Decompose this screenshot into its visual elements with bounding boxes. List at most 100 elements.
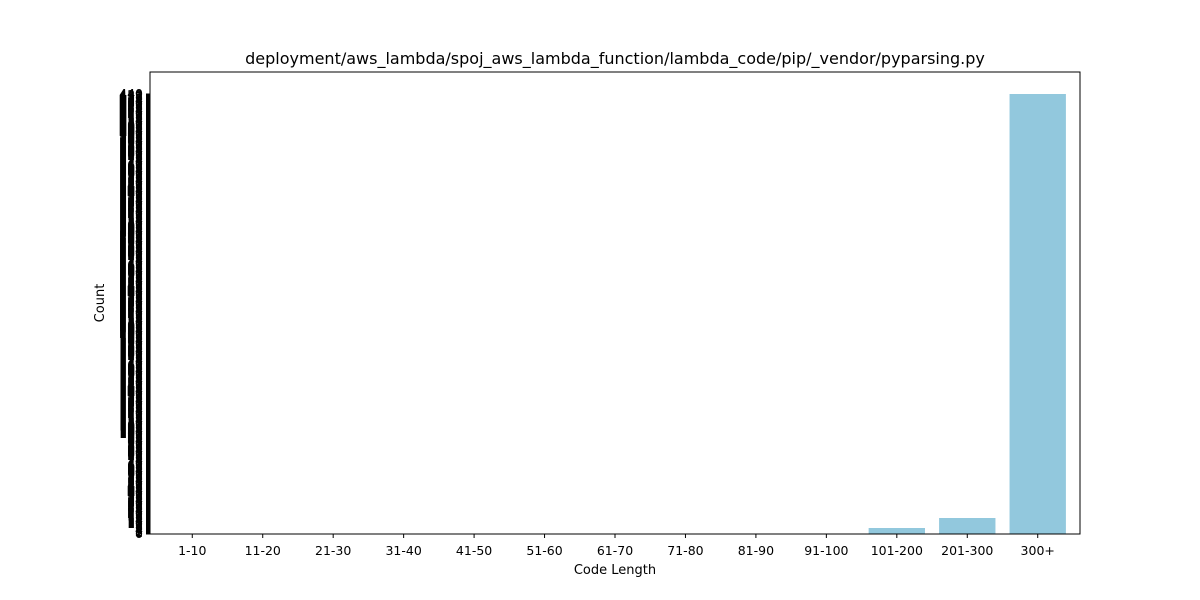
y-tick-label: 251: [119, 275, 143, 290]
y-tick-label: 69: [127, 457, 143, 472]
y-tick-label: 322: [119, 204, 143, 219]
y-tick-label: 416: [119, 110, 143, 125]
y-tick-label: 277: [119, 249, 143, 264]
y-tick-label: 183: [119, 343, 143, 358]
y-tick-label: 378: [119, 148, 143, 163]
y-tick-label: 128: [119, 398, 143, 413]
y-tick-label: 138: [119, 388, 143, 403]
y-tick-label: 414: [119, 112, 143, 127]
y-tick-label: 162: [119, 364, 143, 379]
y-tick-label: 356: [119, 170, 143, 185]
y-tick-label: 435: [119, 91, 143, 106]
y-tick-label: 431: [119, 95, 143, 110]
y-tick-label: 95: [127, 431, 143, 446]
y-tick-label: 420: [119, 106, 143, 121]
y-tick-label: 67: [127, 459, 143, 474]
y-tick-label: 132: [119, 394, 143, 409]
y-tick-label: 349: [119, 177, 143, 192]
y-tick-label: 20: [127, 506, 143, 521]
y-tick-label: 221: [119, 305, 143, 320]
y-tick-label: 81: [127, 445, 143, 460]
y-tick-label: 358: [119, 168, 143, 183]
y-tick-label: 181: [119, 345, 143, 360]
y-tick-label: 210: [119, 316, 143, 331]
y-tick-label: 60: [127, 466, 143, 481]
y-tick-label: 297: [119, 229, 143, 244]
y-tick-label: 53: [127, 473, 143, 488]
y-tick-label: 263: [119, 263, 143, 278]
y-tick-label: 26: [127, 500, 143, 515]
y-tick-label: 118: [119, 408, 143, 423]
y-tick-label: 227: [119, 299, 143, 314]
y-tick-label: 134: [119, 392, 143, 407]
y-tick-label: 372: [119, 154, 143, 169]
y-tick-label: 438: [119, 88, 143, 103]
bar-300+: [1009, 94, 1066, 534]
y-tick-label: 403: [119, 123, 143, 138]
y-tick-label: 92: [127, 434, 143, 449]
y-tick-label: 180: [119, 346, 143, 361]
y-tick-label: 195: [119, 331, 143, 346]
y-tick-label: 199: [119, 327, 143, 342]
y-tick-label: 388: [119, 138, 143, 153]
y-tick-label: 303: [119, 223, 143, 238]
y-tick-label: 94: [127, 432, 143, 447]
y-tick-label: 292: [119, 234, 143, 249]
y-tick-label: 387: [119, 139, 143, 154]
y-tick-label: 6: [135, 520, 143, 535]
y-tick-label: 359: [119, 167, 143, 182]
y-tick-label: 285: [119, 241, 143, 256]
y-tick-label: 176: [119, 350, 143, 365]
y-tick-label: 218: [119, 308, 143, 323]
y-tick-label: 323: [119, 203, 143, 218]
y-tick-label: 380: [119, 146, 143, 161]
y-tick-label: 173: [119, 353, 143, 368]
y-tick-label: 223: [119, 303, 143, 318]
y-tick-label: 150: [119, 376, 143, 391]
y-tick-label: 207: [119, 319, 143, 334]
y-tick-label: 167: [119, 359, 143, 374]
y-tick-label: 160: [119, 366, 143, 381]
y-tick-label: 302: [119, 224, 143, 239]
y-tick-label: 114: [119, 412, 143, 427]
y-tick-label: 281: [119, 245, 143, 260]
y-tick-label: 55: [127, 471, 143, 486]
y-tick-label: 232: [119, 294, 143, 309]
y-tick-label: 122: [119, 404, 143, 419]
bar-101-200: [868, 528, 925, 534]
y-tick-label: 50: [127, 476, 143, 491]
y-tick-label: 366: [119, 160, 143, 175]
y-tick-label: 298: [119, 228, 143, 243]
y-tick-label: 151: [119, 375, 143, 390]
y-tick-label: 12: [127, 514, 143, 529]
y-tick-label: 280: [119, 246, 143, 261]
y-tick-label: 66: [127, 460, 143, 475]
y-tick-label: 391: [119, 135, 143, 150]
y-tick-label: 262: [119, 264, 143, 279]
y-tick-label: 83: [127, 443, 143, 458]
y-tick-label: 186: [119, 340, 143, 355]
y-tick-label: 340: [119, 186, 143, 201]
y-tick-label: 166: [119, 360, 143, 375]
y-tick-label: 331: [119, 195, 143, 210]
y-tick-label: 104: [119, 422, 143, 437]
y-tick-label: 131: [119, 395, 143, 410]
y-tick-label: 376: [119, 150, 143, 165]
y-tick-label: 216: [119, 310, 143, 325]
y-tick-label: 108: [119, 418, 143, 433]
y-tick-label: 49: [127, 477, 143, 492]
y-tick-label: 296: [119, 230, 143, 245]
y-tick-label: 252: [119, 274, 143, 289]
y-tick-label: 74: [127, 452, 143, 467]
y-tick-label: 309: [119, 217, 143, 232]
y-tick-label: 313: [119, 213, 143, 228]
y-tick-label: 276: [119, 250, 143, 265]
y-tick-label: 37: [127, 489, 143, 504]
y-tick-label: 235: [119, 291, 143, 306]
bars: [868, 94, 1066, 534]
y-tick-label: 203: [119, 323, 143, 338]
y-tick-label: 237: [119, 289, 143, 304]
y-tick-label: 327: [119, 199, 143, 214]
y-tick-label: 57: [127, 469, 143, 484]
y-tick-label: 89: [127, 437, 143, 452]
